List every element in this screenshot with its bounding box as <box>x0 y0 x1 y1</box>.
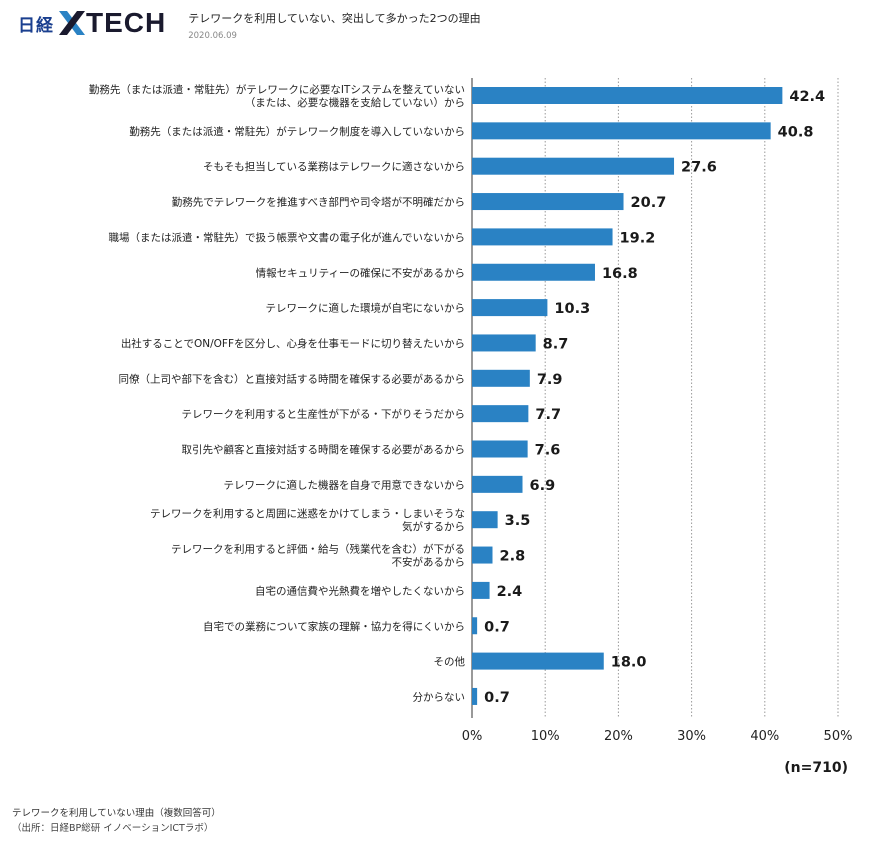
bar <box>472 369 530 387</box>
value-label: 6.9 <box>530 478 556 494</box>
category-label: 出社することでON/OFFを区分し、心身を仕事モードに切り替えたいから <box>121 337 465 350</box>
bar <box>472 87 783 104</box>
bar <box>472 299 548 317</box>
category-label: 勤務先（または派遣・常駐先）がテレワークに必要なITシステムを整えていない <box>89 83 465 96</box>
category-label: 分からない <box>413 691 466 703</box>
footer: テレワークを利用していない理由（複数回答可） （出所：日経BP総研 イノベーショ… <box>12 806 221 836</box>
bar <box>472 193 624 211</box>
value-label: 10.3 <box>554 301 590 317</box>
x-tick-label: 50% <box>824 729 853 744</box>
category-label: テレワークを利用すると生産性が下がる・下がりそうだから <box>182 408 466 421</box>
bar <box>472 687 478 705</box>
header: 日経 TECH テレワークを利用していない、突出して多かった2つの理由 2020… <box>18 6 481 46</box>
category-label: テレワークを利用すると評価・給与（残業代を含む）が下がる <box>171 543 465 556</box>
value-label: 0.7 <box>484 690 510 706</box>
category-label: 勤務先（または派遣・常駐先）がテレワーク制度を導入していないから <box>129 125 465 138</box>
category-label: 自宅の通信費や光熱費を増やしたくないから <box>255 584 465 597</box>
bar <box>472 334 536 352</box>
bar <box>472 511 498 529</box>
category-label: （または、必要な機器を支給していない）から <box>245 96 465 109</box>
x-tick-label: 40% <box>750 729 779 744</box>
value-label: 16.8 <box>602 266 638 282</box>
category-label: 気がするから <box>402 520 465 533</box>
bar-chart: 0% 10% 20% 30% 40% 50% 42.4 勤務先（または派遣・常駐先）がテレワー… <box>89 78 853 776</box>
value-label: 20.7 <box>631 195 667 211</box>
bar <box>472 617 478 635</box>
category-label: 取引先や顧客と直接対話する時間を確保する必要があるから <box>182 443 466 456</box>
value-label: 2.8 <box>499 549 525 565</box>
bar <box>472 440 528 458</box>
category-label: テレワークに適した環境が自宅にないから <box>266 302 466 315</box>
bar <box>472 157 675 175</box>
article-title: テレワークを利用していない、突出して多かった2つの理由 <box>188 12 481 25</box>
value-label: 7.6 <box>535 443 561 459</box>
category-label: 情報セキュリティーの確保に不安があるから <box>256 266 465 279</box>
bar <box>472 546 493 564</box>
category-label: 不安があるから <box>392 556 466 569</box>
category-label: 職場（または派遣・常駐先）で扱う帳票や文書の電子化が進んでいないから <box>109 231 465 244</box>
value-label: 8.7 <box>543 336 569 352</box>
value-label: 18.0 <box>611 655 647 671</box>
bar <box>472 228 613 246</box>
sample-size-label: (n=710) <box>784 760 848 776</box>
logo-tech-text: TECH <box>86 7 167 38</box>
chart-source: （出所：日経BP総研 イノベーションICTラボ） <box>12 823 214 834</box>
category-label: そもそも担当している業務はテレワークに適さないから <box>203 160 465 173</box>
value-label: 40.8 <box>778 124 814 140</box>
bar <box>472 581 490 599</box>
article-date: 2020.06.09 <box>188 31 237 41</box>
value-label: 7.7 <box>535 407 561 423</box>
value-label: 19.2 <box>620 230 656 246</box>
value-label: 0.7 <box>484 619 510 635</box>
value-label: 3.5 <box>505 513 531 529</box>
category-label: その他 <box>434 655 466 668</box>
bar <box>472 475 523 493</box>
category-label: テレワークに適した機器を自身で用意できないから <box>224 478 466 491</box>
value-label: 27.6 <box>681 160 717 176</box>
bar <box>472 405 529 423</box>
x-tick-label: 20% <box>604 729 633 744</box>
category-label: 同僚（上司や部下を含む）と直接対話する時間を確保する必要があるから <box>119 372 466 385</box>
xtech-logo[interactable]: 日経 TECH <box>18 6 166 40</box>
x-tick-label: 0% <box>462 729 483 744</box>
x-tick-label: 10% <box>531 729 560 744</box>
bar <box>472 122 771 140</box>
value-label: 42.4 <box>789 89 825 105</box>
logo-nikkei-text: 日経 <box>18 15 54 36</box>
value-label: 7.9 <box>537 372 563 388</box>
value-label: 2.4 <box>497 584 523 600</box>
category-label: 勤務先でテレワークを推進すべき部門や司令塔が不明確だから <box>172 196 465 209</box>
logo-x-icon <box>59 11 85 35</box>
bar <box>472 652 604 670</box>
category-label: 自宅での業務について家族の理解・協力を得にくいから <box>203 620 465 633</box>
chart-caption: テレワークを利用していない理由（複数回答可） <box>12 808 221 819</box>
category-label: テレワークを利用すると周囲に迷惑をかけてしまう・しまいそうな <box>150 507 465 520</box>
x-tick-label: 30% <box>677 729 706 744</box>
bar <box>472 263 595 281</box>
